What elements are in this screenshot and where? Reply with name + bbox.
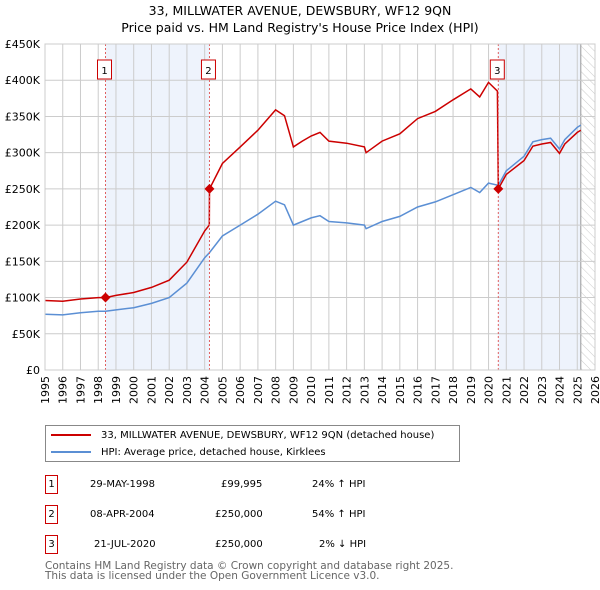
sale-marker-label: 3 [494,66,500,77]
price-chart: 1 2 3 1995 1996 1997 1998 1999 2000 2001 2002 2003 2… [5,38,600,404]
legend-item-property: 33, MILLWATER AVENUE, DEWSBURY, WF12 9QN… [46,427,434,443]
chart-legend: 33, MILLWATER AVENUE, DEWSBURY, WF12 9QN… [45,425,460,462]
x-tick-label: 2009 [287,376,300,404]
x-tick-label: 2016 [412,376,425,404]
transaction-price: £250,000 [215,539,263,550]
y-tick-label: £400K [5,74,41,87]
sale-period-shade [105,44,210,370]
sale-point [100,292,111,303]
transaction-date: 29-MAY-1998 [90,479,156,490]
y-tick-label: £350K [5,110,41,123]
y-tick-label: £450K [5,38,41,51]
sale-point [204,183,215,194]
x-tick-label: 1996 [57,376,70,404]
transaction-delta: 2% ↓ HPI [319,539,367,550]
sale-marker-badge [97,59,112,80]
property-price-line [44,81,582,302]
sale-marker-label: 2 [205,66,211,77]
hpi-line [44,124,582,316]
legend-swatch-red [51,434,91,436]
transaction-badge: 1 [45,475,58,494]
transaction-badge: 3 [45,535,58,554]
x-tick-label: 2007 [252,376,265,404]
x-tick-label: 2021 [500,376,513,404]
x-tick-label: 2023 [536,376,549,404]
x-tick-label: 2018 [447,376,460,404]
x-tick-label: 2006 [234,376,247,404]
legend-label: 33, MILLWATER AVENUE, DEWSBURY, WF12 9QN… [101,429,435,441]
x-tick-label: 2001 [145,376,158,404]
y-tick-label: £200K [5,219,41,232]
chart-title: 33, MILLWATER AVENUE, DEWSBURY, WF12 9QN [148,3,452,18]
x-tick-label: 2020 [483,376,496,404]
transaction-delta: 54% ↑ HPI [312,509,366,520]
transaction-price: £99,995 [221,479,263,490]
transaction-date: 21-JUL-2020 [94,539,156,550]
x-tick-label: 2026 [589,376,600,404]
x-tick-label: 1998 [92,376,105,404]
transaction-date: 08-APR-2004 [90,509,155,520]
y-tick-label: £150K [5,255,41,268]
sale-point [493,183,504,194]
x-tick-label: 2003 [181,376,194,404]
legend-item-hpi: HPI: Average price, detached house, Kirk… [46,444,326,460]
x-tick-label: 2022 [518,376,531,404]
transaction-price: £250,000 [215,509,263,520]
x-tick-label: 2025 [571,376,584,404]
x-tick-label: 1995 [39,376,52,404]
y-tick-label: £250K [5,183,41,196]
x-tick-label: 2013 [358,376,371,404]
x-tick-label: 2008 [270,376,283,404]
footer-line: Contains HM Land Registry data © Crown c… [45,560,454,572]
y-tick-label: £300K [5,147,41,160]
sale-marker-label: 1 [101,66,107,77]
x-tick-label: 2015 [394,376,407,404]
sale-marker-badge [489,59,505,80]
x-tick-label: 2002 [163,376,176,404]
x-tick-label: 2005 [216,376,229,404]
y-tick-label: £0 [26,364,40,377]
sale-marker-badge [200,59,216,80]
transaction-badge: 2 [45,505,58,524]
x-tick-label: 2004 [199,376,212,404]
footer-line: This data is licensed under the Open Gov… [45,570,380,582]
x-tick-label: 2011 [323,376,336,404]
x-tick-label: 2014 [376,376,389,404]
legend-swatch-blue [51,451,91,453]
footer-attribution: Contains HM Land Registry data © Crown c… [45,560,454,582]
forecast-hatch [580,44,595,370]
x-tick-label: 2012 [341,376,354,404]
x-tick-label: 2017 [429,376,442,404]
x-tick-label: 2024 [554,376,567,404]
sale-period-shade [498,44,581,370]
y-tick-label: £100K [5,292,41,305]
y-tick-label: £50K [12,328,41,341]
x-tick-label: 1999 [110,376,123,404]
chart-subtitle: Price paid vs. HM Land Registry's House … [121,20,479,35]
x-tick-label: 2019 [465,376,478,404]
transaction-delta: 24% ↑ HPI [312,479,366,490]
legend-label: HPI: Average price, detached house, Kirk… [101,446,326,458]
x-tick-label: 2000 [128,376,141,404]
x-tick-label: 2010 [305,376,318,404]
plot-frame [44,43,596,371]
x-tick-label: 1997 [74,376,87,404]
